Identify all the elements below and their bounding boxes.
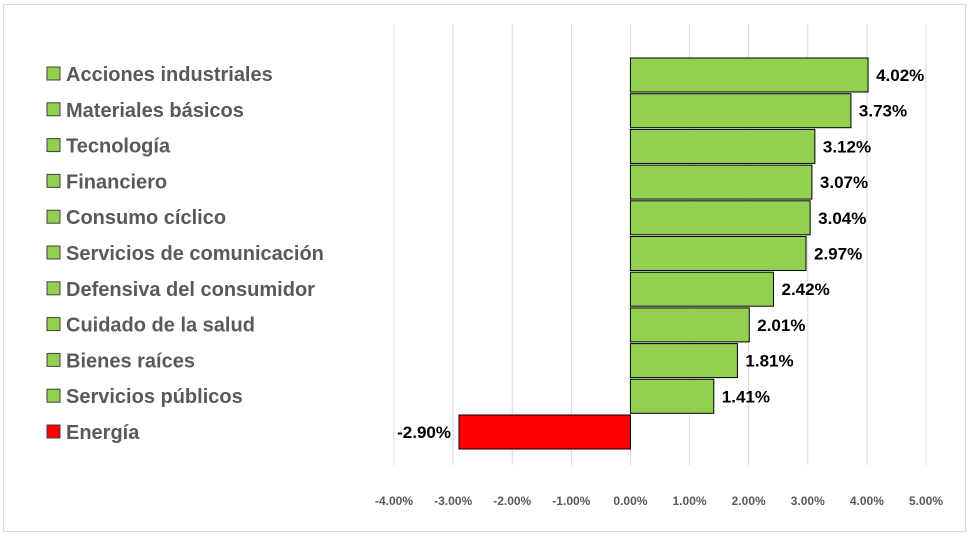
data-label: -2.90% <box>397 423 451 442</box>
x-tick-label: 2.00% <box>732 494 766 508</box>
data-label: 3.04% <box>818 209 866 228</box>
legend-swatch <box>46 66 61 81</box>
bars <box>458 57 869 450</box>
category-label: Energía <box>66 422 140 444</box>
bar <box>629 200 811 236</box>
bar <box>629 128 816 164</box>
category-label: Acciones industriales <box>66 64 273 86</box>
bar <box>629 343 738 379</box>
legend-swatch <box>46 173 61 188</box>
legend-swatch <box>46 317 61 332</box>
bar <box>629 164 813 200</box>
x-axis-tick-labels: -4.00% -3.00% -2.00% -1.00% 0.00% 1.00% 2.00% 3… <box>375 494 943 508</box>
bar <box>629 307 750 343</box>
category-label: Defensiva del consumidor <box>66 279 315 301</box>
x-tick-label: 3.00% <box>791 494 825 508</box>
data-label: 4.02% <box>876 66 924 85</box>
data-label: 2.97% <box>814 245 862 264</box>
x-tick-label: -2.00% <box>493 494 531 508</box>
bar <box>629 378 715 414</box>
bar <box>629 271 774 307</box>
x-tick-label: 5.00% <box>909 494 943 508</box>
category-label: Materiales básicos <box>66 100 244 122</box>
x-tick-label: -3.00% <box>434 494 472 508</box>
legend-swatch <box>46 102 61 117</box>
legend-swatch <box>46 352 61 367</box>
bar <box>629 93 852 129</box>
category-label: Bienes raíces <box>66 350 195 372</box>
legend-swatch <box>46 424 61 439</box>
x-tick-label: -1.00% <box>552 494 590 508</box>
bar <box>458 414 631 450</box>
data-label: 3.12% <box>823 137 871 156</box>
x-tick-label: 0.00% <box>613 494 647 508</box>
data-label: 2.42% <box>781 280 829 299</box>
data-label: 1.81% <box>745 352 793 371</box>
legend: Acciones industriales Materiales básicos T… <box>46 64 324 444</box>
legend-swatch <box>46 245 61 260</box>
data-label: 1.41% <box>722 387 770 406</box>
data-labels: 4.02% 3.73% 3.12% 3.07% 3.04% 2.97% 2.42% 2.01%… <box>397 66 924 442</box>
category-label: Tecnología <box>66 136 171 158</box>
bar <box>629 236 807 271</box>
category-label: Financiero <box>66 171 167 193</box>
category-label: Consumo cíclico <box>66 207 226 229</box>
x-tick-label: -4.00% <box>375 494 413 508</box>
data-label: 2.01% <box>757 316 805 335</box>
x-tick-label: 1.00% <box>673 494 707 508</box>
data-label: 3.73% <box>859 102 907 121</box>
legend-swatch <box>46 388 61 403</box>
category-label: Cuidado de la salud <box>66 315 255 337</box>
category-label: Servicios de comunicación <box>66 243 324 265</box>
legend-swatch <box>46 281 61 296</box>
x-tick-label: 4.00% <box>850 494 884 508</box>
legend-swatch <box>46 138 61 153</box>
data-label: 3.07% <box>820 173 868 192</box>
bar <box>629 57 869 93</box>
legend-swatch <box>46 209 61 224</box>
category-label: Servicios públicos <box>66 386 243 408</box>
